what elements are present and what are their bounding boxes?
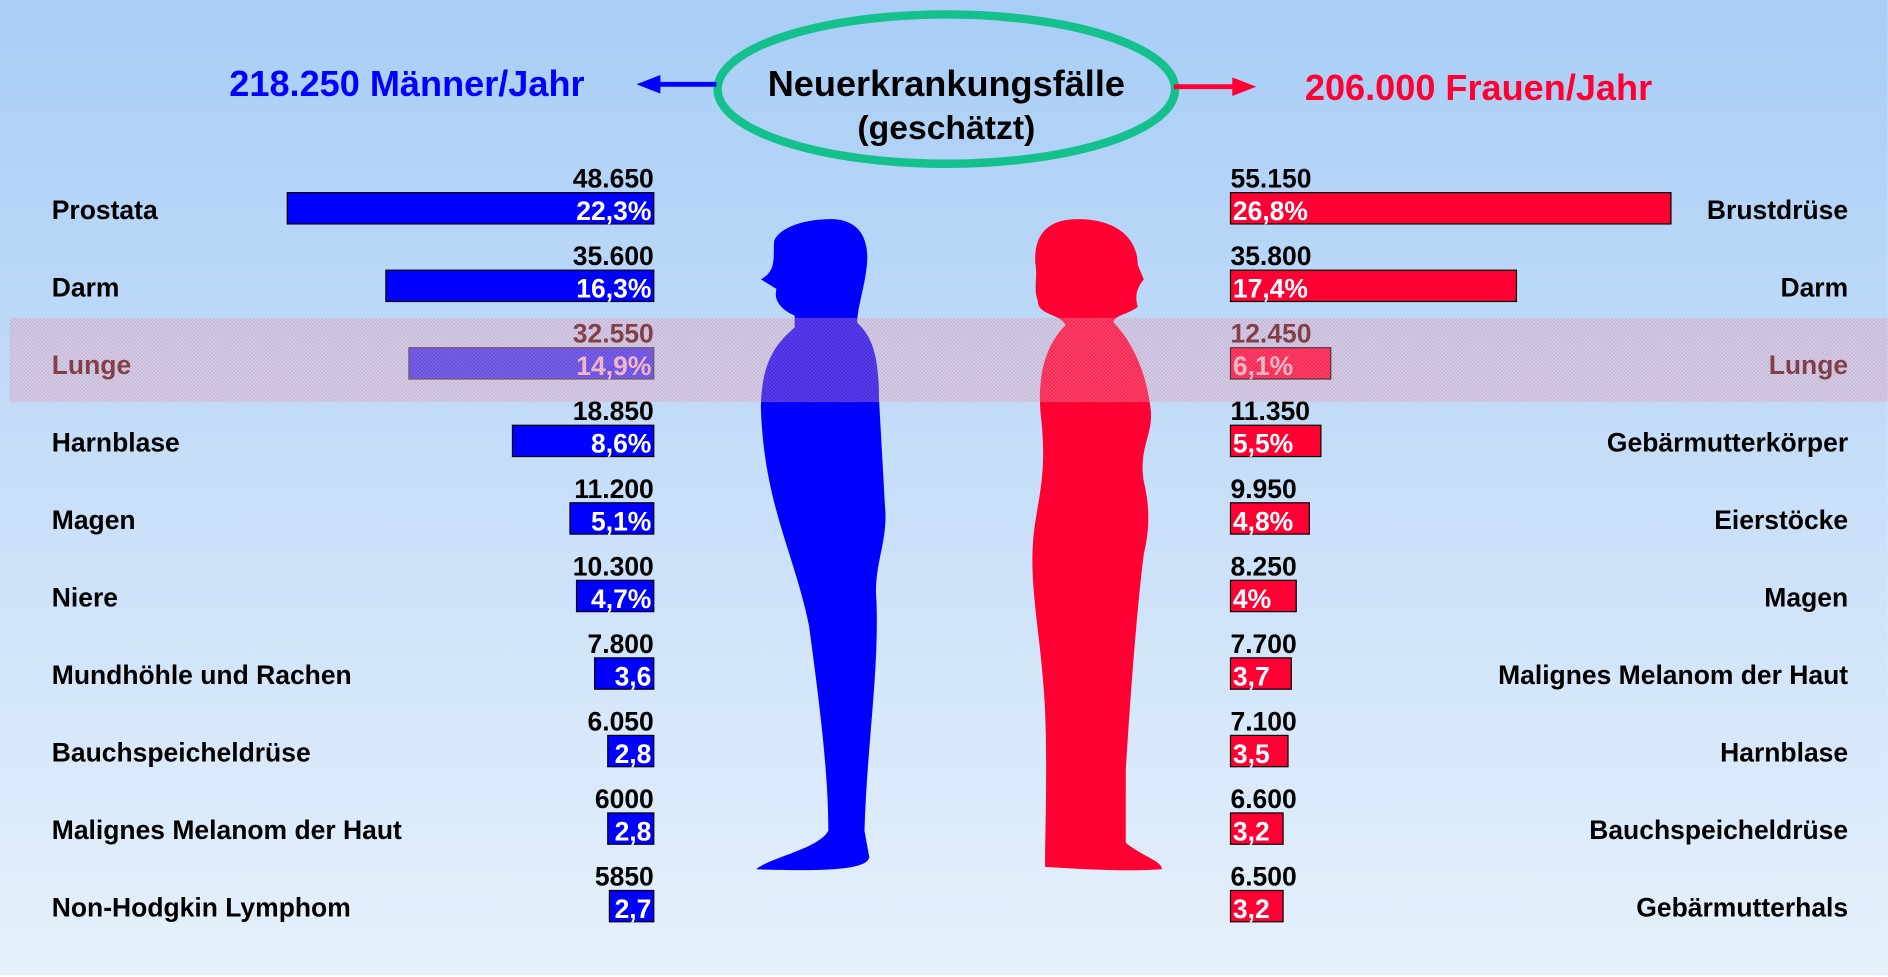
category-label: Malignes Melanom der Haut xyxy=(1498,660,1848,690)
value-label: 26,8% xyxy=(1233,196,1308,226)
row: 3,67.800 Mundhöhle und Rachen xyxy=(52,629,655,691)
row: 4,8%9.950 Eierstöcke xyxy=(1229,474,1848,536)
count-label: 8.250 xyxy=(1230,551,1296,581)
category-label: Magen xyxy=(52,505,136,535)
category-label: Prostata xyxy=(52,195,158,225)
value-label: 5,1% xyxy=(591,506,651,536)
row: 4%8.250 Magen xyxy=(1229,551,1848,614)
bar xyxy=(385,269,655,303)
bar xyxy=(1229,889,1284,923)
value-label: 17,4% xyxy=(1233,274,1308,304)
count-label: 35.600 xyxy=(573,241,654,271)
left-total: 218.250 Männer/Jahr xyxy=(229,63,584,104)
bar xyxy=(607,812,655,845)
bar xyxy=(594,657,655,690)
right-arrow xyxy=(1173,77,1257,96)
bar xyxy=(575,579,655,613)
count-label: 9.950 xyxy=(1230,474,1296,504)
bar xyxy=(286,192,655,225)
count-label: 11.200 xyxy=(574,474,654,504)
value-label: 8,6% xyxy=(591,429,651,459)
category-label: Bauchspeicheldrüse xyxy=(52,738,311,768)
bar xyxy=(511,424,655,458)
bar xyxy=(1229,192,1672,225)
category-label: Malignes Melanom der Haut xyxy=(52,815,402,845)
bar xyxy=(1229,734,1289,768)
count-label: 10.300 xyxy=(573,551,654,581)
value-label: 3,2 xyxy=(1233,894,1270,924)
category-label: Harnblase xyxy=(52,428,180,458)
left-arrow xyxy=(636,74,717,94)
value-label: 4,8% xyxy=(1233,506,1293,536)
row: 16,3%35.600 Darm xyxy=(52,241,655,304)
row: 3,57.100 Harnblase xyxy=(1229,706,1848,769)
category-label: Niere xyxy=(52,583,118,613)
bar xyxy=(607,734,655,768)
bar xyxy=(1229,269,1518,303)
row: 4,7%10.300 Niere xyxy=(52,551,655,614)
bar xyxy=(1229,424,1322,458)
value-label: 3,7 xyxy=(1233,661,1270,691)
category-label: Gebärmutterhals xyxy=(1636,893,1848,923)
count-label: 7.800 xyxy=(588,629,654,659)
count-label: 5850 xyxy=(595,861,654,891)
bar xyxy=(569,502,655,535)
value-label: 3,2 xyxy=(1233,816,1270,846)
highlight-band xyxy=(9,317,1888,403)
row: 5,1%11.200 Magen xyxy=(52,474,655,536)
category-label: Harnblase xyxy=(1720,738,1848,768)
chart-subtitle: (geschätzt) xyxy=(857,109,1035,147)
chart-title: Neuerkrankungsfälle xyxy=(768,63,1125,104)
row: 2,86.050 Bauchspeicheldrüse xyxy=(52,706,655,769)
count-label: 6.050 xyxy=(588,706,654,736)
row: 17,4%35.800 Darm xyxy=(1229,241,1848,304)
category-label: Mundhöhle und Rachen xyxy=(52,660,352,690)
row: 3,26.500 Gebärmutterhals xyxy=(1229,861,1848,924)
value-label: 3,6 xyxy=(615,661,652,691)
count-label: 35.800 xyxy=(1230,241,1311,271)
bar xyxy=(1229,812,1284,845)
category-label: Darm xyxy=(52,272,120,302)
count-label: 55.150 xyxy=(1230,164,1311,194)
bar xyxy=(1229,502,1310,535)
count-label: 48.650 xyxy=(573,164,654,194)
value-label: 4% xyxy=(1233,584,1271,614)
category-label: Gebärmutterkörper xyxy=(1607,428,1848,458)
count-label: 6.600 xyxy=(1230,784,1296,814)
value-label: 3,5 xyxy=(1233,739,1270,769)
bar xyxy=(1229,657,1292,690)
row: 22,3%48.650 Prostata xyxy=(52,164,655,226)
row: 26,8%55.150 Brustdrüse xyxy=(1229,164,1848,226)
category-label: Brustdrüse xyxy=(1707,195,1848,225)
value-label: 16,3% xyxy=(576,274,651,304)
bar xyxy=(608,889,655,923)
category-label: Magen xyxy=(1764,583,1848,613)
value-label: 2,8 xyxy=(615,739,652,769)
category-label: Bauchspeicheldrüse xyxy=(1589,815,1848,845)
count-label: 6.500 xyxy=(1230,861,1296,891)
value-label: 2,7 xyxy=(615,894,652,924)
right-total: 206.000 Frauen/Jahr xyxy=(1305,67,1652,108)
count-label: 7.700 xyxy=(1230,629,1296,659)
count-label: 6000 xyxy=(595,784,654,814)
value-label: 5,5% xyxy=(1233,429,1293,459)
value-label: 22,3% xyxy=(576,196,651,226)
row: 3,26.600 Bauchspeicheldrüse xyxy=(1229,784,1848,846)
bar xyxy=(1229,579,1297,613)
value-label: 2,8 xyxy=(615,816,652,846)
count-label: 7.100 xyxy=(1230,706,1296,736)
category-label: Darm xyxy=(1780,272,1848,302)
value-label: 4,7% xyxy=(591,584,651,614)
category-label: Eierstöcke xyxy=(1714,505,1848,535)
category-label: Non-Hodgkin Lymphom xyxy=(52,893,351,923)
row: 3,77.700 Malignes Melanom der Haut xyxy=(1229,629,1848,691)
